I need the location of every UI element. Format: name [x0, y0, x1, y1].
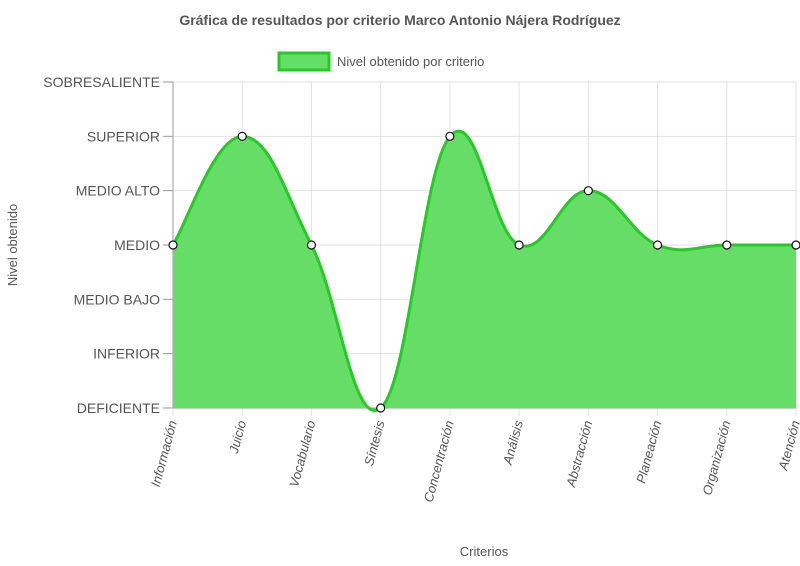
chart-legend[interactable]: Nivel obtenido por criterio: [277, 51, 484, 72]
data-point[interactable]: [445, 131, 455, 141]
x-tick-label: Síntesis: [361, 418, 388, 467]
x-tick-label: Información: [148, 419, 180, 488]
y-tick-label: MEDIO: [114, 237, 160, 253]
data-point[interactable]: [583, 186, 593, 196]
legend-swatch[interactable]: [277, 51, 331, 72]
data-point[interactable]: [514, 240, 524, 250]
y-tick-label: INFERIOR: [93, 346, 160, 362]
data-points: [168, 131, 800, 413]
plot-area: [171, 129, 796, 412]
x-tick-label: Juicio: [226, 419, 249, 456]
x-axis-title: Criterios: [460, 544, 509, 559]
x-tick-label: Análisis: [500, 418, 526, 467]
data-point[interactable]: [791, 240, 800, 250]
y-tick-label: SUPERIOR: [87, 128, 160, 144]
data-point[interactable]: [652, 240, 663, 250]
y-axis-title: Nivel obtenido: [5, 204, 20, 286]
x-tick-label: Planeación: [633, 419, 664, 485]
data-point[interactable]: [306, 240, 317, 250]
y-tick-label: DEFICIENTE: [77, 400, 160, 416]
y-axis-ticks: DEFICIENTE INFERIOR MEDIO BAJO MEDIO MEDIO A…: [43, 74, 160, 416]
data-point[interactable]: [237, 131, 247, 141]
chart-title: Gráfica de resultados por criterio Marco…: [179, 12, 620, 28]
data-point[interactable]: [722, 240, 732, 250]
y-tick-label: SOBRESALIENTE: [43, 74, 160, 90]
x-tick-label: Vocabulario: [286, 419, 318, 489]
y-tick-label: MEDIO BAJO: [74, 291, 160, 307]
data-point[interactable]: [168, 240, 178, 250]
x-tick-label: Concentración: [421, 419, 457, 504]
x-tick-label: Organización: [699, 419, 733, 497]
x-axis-ticks: Información Juicio Vocabulario Síntesis Conc…: [148, 418, 800, 503]
y-tick-label: MEDIO ALTO: [76, 183, 160, 199]
data-point[interactable]: [376, 403, 386, 413]
x-tick-label: Atención: [775, 419, 800, 473]
series-area-fill: [173, 131, 796, 411]
x-tick-label: Abstracción: [563, 419, 595, 489]
legend-label[interactable]: Nivel obtenido por criterio: [337, 54, 484, 69]
